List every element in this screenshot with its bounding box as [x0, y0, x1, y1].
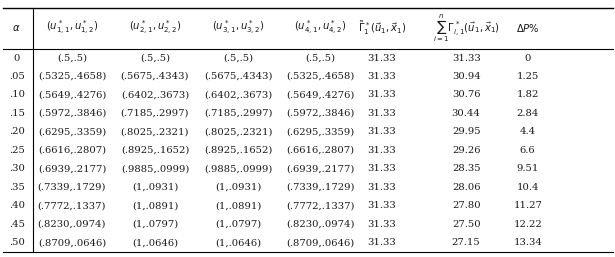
Text: (.8709,.0646): (.8709,.0646)	[38, 238, 106, 247]
Text: (.5,.5): (.5,.5)	[306, 53, 335, 62]
Text: .30: .30	[9, 164, 25, 173]
Text: 30.76: 30.76	[452, 90, 480, 99]
Text: (.7339,.1729): (.7339,.1729)	[38, 183, 106, 192]
Text: .05: .05	[9, 72, 25, 81]
Text: (.5,.5): (.5,.5)	[223, 53, 253, 62]
Text: (.5675,.4343): (.5675,.4343)	[121, 72, 189, 81]
Text: (.7772,.1337): (.7772,.1337)	[286, 201, 355, 210]
Text: 30.94: 30.94	[452, 72, 480, 81]
Text: $(u^*_{2,1}, u^*_{2,2})$: $(u^*_{2,1}, u^*_{2,2})$	[129, 19, 181, 37]
Text: (1,.0891): (1,.0891)	[215, 201, 261, 210]
Text: .15: .15	[9, 109, 25, 118]
Text: 1.25: 1.25	[517, 72, 539, 81]
Text: 28.35: 28.35	[452, 164, 480, 173]
Text: (.6402,.3673): (.6402,.3673)	[204, 90, 272, 99]
Text: 31.33: 31.33	[368, 183, 396, 192]
Text: $(u^*_{1,1}, u^*_{1,2})$: $(u^*_{1,1}, u^*_{1,2})$	[46, 19, 98, 37]
Text: $\tilde{\Gamma}^*_1(\vec{u}_1, \vec{x}_1)$: $\tilde{\Gamma}^*_1(\vec{u}_1, \vec{x}_1…	[358, 19, 406, 37]
Text: (1,.0646): (1,.0646)	[215, 238, 261, 247]
Text: (1,.0646): (1,.0646)	[132, 238, 178, 247]
Text: (.6939,.2177): (.6939,.2177)	[286, 164, 355, 173]
Text: 0: 0	[525, 53, 531, 62]
Text: (1,.0931): (1,.0931)	[215, 183, 261, 192]
Text: 29.95: 29.95	[452, 127, 480, 136]
Text: (.5972,.3846): (.5972,.3846)	[286, 109, 355, 118]
Text: (.6616,.2807): (.6616,.2807)	[287, 146, 354, 155]
Text: 13.34: 13.34	[514, 238, 542, 247]
Text: .25: .25	[9, 146, 25, 155]
Text: 31.33: 31.33	[452, 53, 480, 62]
Text: (.5,.5): (.5,.5)	[57, 53, 87, 62]
Text: 31.33: 31.33	[368, 238, 396, 247]
Text: (.5649,.4276): (.5649,.4276)	[286, 90, 355, 99]
Text: 31.33: 31.33	[368, 127, 396, 136]
Text: 4.4: 4.4	[520, 127, 536, 136]
Text: 31.33: 31.33	[368, 201, 396, 210]
Text: (.6939,.2177): (.6939,.2177)	[38, 164, 106, 173]
Text: 11.27: 11.27	[514, 201, 542, 210]
Text: (.8025,.2321): (.8025,.2321)	[204, 127, 272, 136]
Text: 31.33: 31.33	[368, 72, 396, 81]
Text: $(u^*_{4,1}, u^*_{4,2})$: $(u^*_{4,1}, u^*_{4,2})$	[294, 19, 347, 37]
Text: 31.33: 31.33	[368, 53, 396, 62]
Text: .35: .35	[9, 183, 25, 192]
Text: (.9885,.0999): (.9885,.0999)	[121, 164, 189, 173]
Text: 2.84: 2.84	[517, 109, 539, 118]
Text: 31.33: 31.33	[368, 90, 396, 99]
Text: 31.33: 31.33	[368, 146, 396, 155]
Text: (.6295,.3359): (.6295,.3359)	[287, 127, 354, 136]
Text: $\alpha$: $\alpha$	[12, 23, 21, 33]
Text: (.8925,.1652): (.8925,.1652)	[204, 146, 272, 155]
Text: (.7772,.1337): (.7772,.1337)	[38, 201, 106, 210]
Text: (.7339,.1729): (.7339,.1729)	[286, 183, 355, 192]
Text: 0: 0	[14, 53, 20, 62]
Text: (1,.0931): (1,.0931)	[132, 183, 178, 192]
Text: (.6295,.3359): (.6295,.3359)	[38, 127, 106, 136]
Text: 31.33: 31.33	[368, 109, 396, 118]
Text: 31.33: 31.33	[368, 220, 396, 229]
Text: $(u^*_{3,1}, u^*_{3,2})$: $(u^*_{3,1}, u^*_{3,2})$	[212, 19, 264, 37]
Text: .10: .10	[9, 90, 25, 99]
Text: (.5649,.4276): (.5649,.4276)	[38, 90, 106, 99]
Text: 27.15: 27.15	[452, 238, 480, 247]
Text: 6.6: 6.6	[520, 146, 536, 155]
Text: (.9885,.0999): (.9885,.0999)	[204, 164, 272, 173]
Text: .50: .50	[9, 238, 25, 247]
Text: (1,.0797): (1,.0797)	[132, 220, 178, 229]
Text: 31.33: 31.33	[368, 164, 396, 173]
Text: (.8230,.0974): (.8230,.0974)	[38, 220, 106, 229]
Text: (.8230,.0974): (.8230,.0974)	[286, 220, 355, 229]
Text: 29.26: 29.26	[452, 146, 480, 155]
Text: (.7185,.2997): (.7185,.2997)	[121, 109, 189, 118]
Text: (1,.0891): (1,.0891)	[132, 201, 178, 210]
Text: 28.06: 28.06	[452, 183, 480, 192]
Text: $\sum_{i=1}^{n}\Gamma^*_{i,1}(\vec{u}_1, \vec{x}_1)$: $\sum_{i=1}^{n}\Gamma^*_{i,1}(\vec{u}_1,…	[433, 13, 499, 44]
Text: (1,.0797): (1,.0797)	[215, 220, 261, 229]
Text: (.5,.5): (.5,.5)	[140, 53, 170, 62]
Text: 1.82: 1.82	[517, 90, 539, 99]
Text: .45: .45	[9, 220, 25, 229]
Text: (.5325,.4658): (.5325,.4658)	[286, 72, 355, 81]
Text: $\Delta P\%$: $\Delta P\%$	[516, 22, 539, 34]
Text: 27.80: 27.80	[452, 201, 480, 210]
Text: (.8925,.1652): (.8925,.1652)	[121, 146, 189, 155]
Text: 9.51: 9.51	[517, 164, 539, 173]
Text: (.5972,.3846): (.5972,.3846)	[38, 109, 106, 118]
Text: (.8709,.0646): (.8709,.0646)	[287, 238, 354, 247]
Text: 12.22: 12.22	[514, 220, 542, 229]
Text: .40: .40	[9, 201, 25, 210]
Text: (.6616,.2807): (.6616,.2807)	[38, 146, 106, 155]
Text: (.5325,.4658): (.5325,.4658)	[38, 72, 106, 81]
Text: (.7185,.2997): (.7185,.2997)	[204, 109, 272, 118]
Text: 30.44: 30.44	[452, 109, 480, 118]
Text: 10.4: 10.4	[517, 183, 539, 192]
Text: .20: .20	[9, 127, 25, 136]
Text: (.6402,.3673): (.6402,.3673)	[121, 90, 189, 99]
Text: 27.50: 27.50	[452, 220, 480, 229]
Text: (.5675,.4343): (.5675,.4343)	[204, 72, 272, 81]
Text: (.8025,.2321): (.8025,.2321)	[121, 127, 189, 136]
